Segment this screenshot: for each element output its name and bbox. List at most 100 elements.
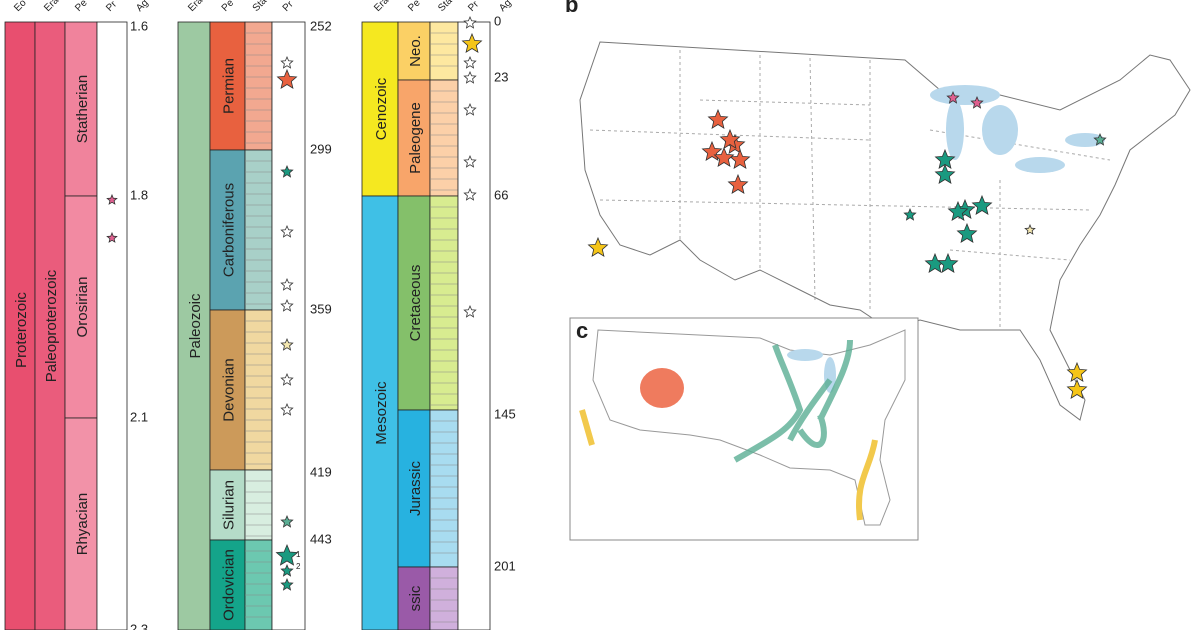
age-label: 0 xyxy=(494,13,501,28)
age-label: 1.6 xyxy=(130,18,148,33)
stage-band xyxy=(429,409,459,568)
period-band xyxy=(64,195,98,419)
panel-label: b xyxy=(565,0,578,17)
occurrence-column xyxy=(457,21,491,630)
period-band xyxy=(209,539,246,630)
star xyxy=(275,543,299,566)
star xyxy=(1066,378,1088,399)
inset-map xyxy=(569,317,919,541)
eon-label: Proterozoic xyxy=(13,292,30,368)
star xyxy=(719,128,741,149)
star xyxy=(587,236,609,257)
column-header: Era xyxy=(186,0,205,14)
period-label: Paleogene xyxy=(407,102,424,174)
age-label: 66 xyxy=(494,187,508,202)
column-header: Era xyxy=(42,0,61,14)
inset-lake xyxy=(787,349,823,361)
period-band xyxy=(209,469,246,541)
age-label: 23 xyxy=(494,69,508,84)
star xyxy=(934,163,956,184)
era-label: Paleoproterozoic xyxy=(43,269,60,382)
period-label: Statherian xyxy=(74,75,91,143)
star xyxy=(1024,223,1036,235)
age-label: 299 xyxy=(310,141,332,156)
era-band xyxy=(34,21,66,630)
age-label: 359 xyxy=(310,301,332,316)
star xyxy=(106,193,118,205)
age-label: 2.3 xyxy=(130,621,148,630)
era-label: Cenozoic xyxy=(373,77,390,140)
age-label: 2.1 xyxy=(130,409,148,424)
star xyxy=(463,70,477,84)
star xyxy=(707,108,729,129)
period-label: Ordovician xyxy=(220,549,237,621)
stage-band xyxy=(429,195,459,411)
era-label: Paleozoic xyxy=(187,293,204,359)
star xyxy=(1066,361,1088,382)
period-band xyxy=(209,149,246,311)
period-band xyxy=(64,21,98,197)
column-header: Ag xyxy=(134,0,150,14)
star xyxy=(280,563,294,577)
star xyxy=(713,146,735,167)
period-label: ssic xyxy=(407,585,424,611)
column-header: Pe xyxy=(406,0,423,14)
age-label: 443 xyxy=(310,531,332,546)
column-header: Pe xyxy=(73,0,90,14)
column-header: Pr xyxy=(466,0,481,14)
column-header: Era xyxy=(372,0,391,14)
period-label: Orosirian xyxy=(74,277,91,338)
column-header: Ag xyxy=(497,0,513,14)
era-band xyxy=(361,195,399,630)
us-map xyxy=(579,41,1191,421)
period-band xyxy=(209,21,246,151)
era-label: Mesozoic xyxy=(373,381,390,445)
star xyxy=(956,222,978,243)
period-band xyxy=(397,21,431,81)
inset-region xyxy=(579,409,878,521)
star xyxy=(280,55,294,69)
star xyxy=(280,277,294,291)
period-band xyxy=(397,79,431,197)
period-band xyxy=(64,417,98,630)
star xyxy=(1093,132,1107,146)
period-label: Silurian xyxy=(220,480,237,530)
star-label: 2 xyxy=(296,562,301,571)
period-label: Rhyacian xyxy=(74,493,91,556)
star xyxy=(106,231,118,243)
star xyxy=(463,55,477,69)
age-label: 1.8 xyxy=(130,187,148,202)
column-header: Pr xyxy=(281,0,296,14)
star xyxy=(280,298,294,312)
star xyxy=(280,224,294,238)
stage-band xyxy=(244,21,273,151)
column-header: Eo xyxy=(12,0,29,14)
age-label: 419 xyxy=(310,464,332,479)
period-label: Jurassic xyxy=(407,460,424,516)
occurrence-column xyxy=(271,21,306,630)
era-band xyxy=(177,21,211,630)
stage-band xyxy=(244,469,273,541)
age-label: 252 xyxy=(310,18,332,33)
star xyxy=(463,187,477,201)
star xyxy=(727,173,749,194)
age-label: 145 xyxy=(494,406,516,421)
period-label: Cretaceous xyxy=(407,265,424,342)
period-label: Devonian xyxy=(220,358,237,421)
great-lakes xyxy=(930,85,1105,173)
era-band xyxy=(361,21,399,197)
panel-label: c xyxy=(576,318,588,343)
stage-band xyxy=(244,539,273,630)
column-header: Pr xyxy=(104,0,119,14)
star xyxy=(463,102,477,116)
star xyxy=(463,154,477,168)
period-band xyxy=(397,195,431,411)
star xyxy=(946,90,960,104)
star xyxy=(280,372,294,386)
star xyxy=(276,68,298,89)
star xyxy=(280,337,294,351)
star xyxy=(970,95,984,109)
column-header: Pe xyxy=(220,0,237,14)
star xyxy=(280,577,294,591)
star xyxy=(971,194,993,215)
